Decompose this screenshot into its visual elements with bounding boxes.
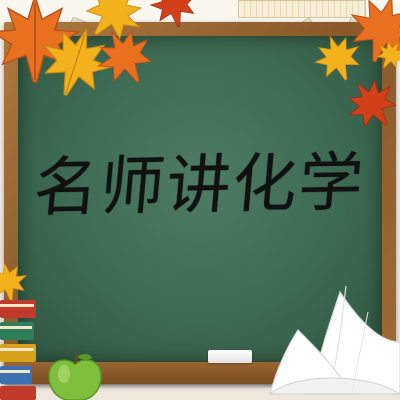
maple-leaf-icon bbox=[376, 41, 400, 69]
apple-icon bbox=[48, 353, 102, 400]
maple-leaf-icon bbox=[348, 79, 397, 128]
chalkboard bbox=[18, 36, 382, 362]
board-title: 名师讲化学 bbox=[30, 146, 368, 226]
ruler bbox=[238, 0, 366, 18]
maple-leaf-icon bbox=[43, 27, 113, 96]
maple-leaf-icon bbox=[313, 35, 360, 81]
book-stack-icon bbox=[0, 300, 36, 400]
chalk-icon bbox=[208, 350, 252, 363]
maple-leaf-icon bbox=[85, 0, 143, 40]
maple-leaf-icon bbox=[350, 0, 400, 63]
maple-leaf-icon bbox=[96, 30, 153, 83]
maple-leaf-icon bbox=[149, 0, 197, 28]
open-book-icon bbox=[268, 285, 400, 395]
maple-leaf-icon bbox=[0, 0, 81, 83]
